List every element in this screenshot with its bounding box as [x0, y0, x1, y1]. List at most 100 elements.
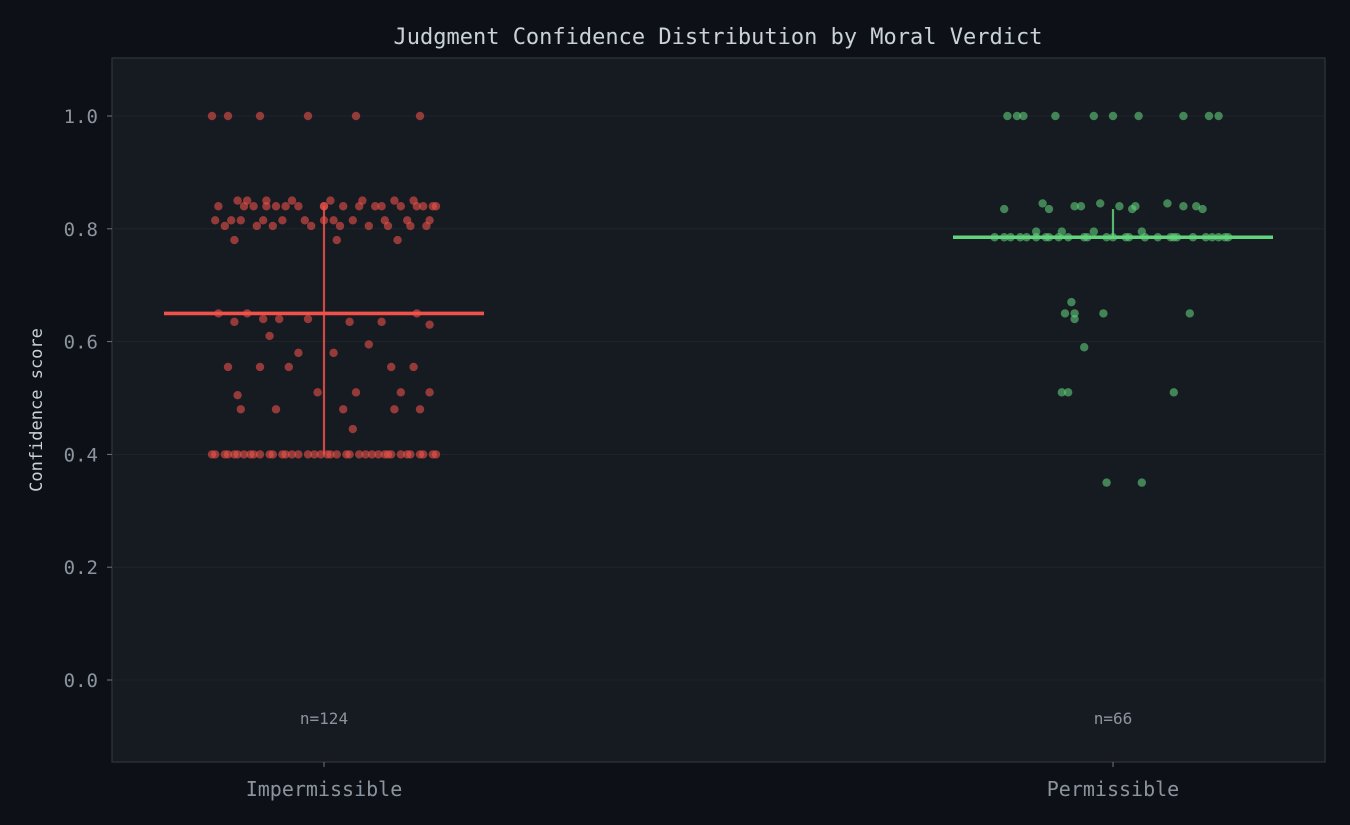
- data-point: [1131, 202, 1140, 211]
- data-point: [236, 405, 245, 414]
- data-point: [409, 362, 418, 372]
- data-point: [259, 314, 268, 324]
- data-point: [332, 450, 341, 459]
- data-point: [1185, 309, 1195, 318]
- x-tick-label: Permissible: [1047, 777, 1179, 801]
- y-tick-label: 1.0: [64, 106, 98, 128]
- y-tick-label: 0.2: [64, 557, 98, 579]
- data-point: [211, 450, 220, 459]
- data-point: [255, 450, 265, 459]
- data-point: [367, 450, 377, 459]
- data-point: [371, 202, 380, 211]
- data-point: [339, 405, 348, 414]
- data-point: [415, 111, 425, 121]
- data-point: [207, 111, 217, 121]
- data-point: [339, 202, 348, 211]
- data-points: [207, 111, 1233, 487]
- data-point: [396, 388, 405, 397]
- data-point: [313, 388, 322, 397]
- data-point: [348, 424, 357, 434]
- data-point: [294, 450, 303, 459]
- data-point: [233, 196, 242, 205]
- data-point: [326, 450, 335, 459]
- data-point: [355, 202, 364, 211]
- data-point: [396, 450, 405, 459]
- data-point: [271, 202, 281, 211]
- data-point: [419, 202, 428, 211]
- data-point: [361, 450, 370, 459]
- data-point: [351, 111, 361, 121]
- data-point: [329, 348, 338, 358]
- data-point: [268, 450, 277, 459]
- data-point: [1134, 111, 1143, 121]
- plot-area: [111, 57, 1326, 763]
- data-point: [211, 216, 220, 225]
- data-point: [227, 216, 236, 225]
- data-point: [1179, 111, 1188, 121]
- data-point: [1137, 227, 1147, 236]
- data-point: [1044, 204, 1054, 214]
- data-point: [1067, 297, 1076, 307]
- data-point: [300, 216, 309, 225]
- data-point: [393, 235, 402, 245]
- data-point: [1198, 204, 1207, 214]
- data-point: [412, 202, 421, 211]
- data-point: [1032, 227, 1041, 236]
- data-point: [348, 216, 357, 225]
- data-point: [281, 450, 290, 459]
- group-count-label: n=124: [300, 709, 348, 728]
- data-point: [246, 450, 255, 459]
- data-point: [275, 314, 284, 324]
- data-point: [1108, 111, 1118, 121]
- data-point: [1076, 202, 1086, 211]
- data-point: [345, 450, 354, 459]
- data-point: [310, 450, 319, 459]
- data-point: [403, 450, 412, 459]
- data-point: [390, 405, 399, 414]
- data-point: [294, 348, 303, 358]
- data-point: [281, 202, 290, 211]
- data-point: [351, 388, 361, 397]
- data-point: [307, 221, 316, 231]
- data-point: [1070, 314, 1079, 324]
- data-point: [355, 450, 364, 459]
- data-point: [345, 317, 354, 327]
- data-point: [1080, 343, 1089, 352]
- data-point: [329, 216, 338, 225]
- data-point: [364, 221, 373, 231]
- data-point: [259, 216, 268, 225]
- data-point: [1214, 111, 1223, 121]
- data-point: [1089, 227, 1099, 236]
- data-point: [252, 221, 261, 231]
- data-point: [1102, 478, 1111, 487]
- data-point: [303, 111, 313, 121]
- data-point: [1000, 204, 1009, 214]
- data-point: [1012, 111, 1022, 121]
- data-point: [396, 202, 405, 211]
- data-point: [262, 202, 271, 211]
- data-point: [268, 221, 277, 231]
- data-point: [1064, 388, 1073, 397]
- data-point: [265, 331, 274, 341]
- data-point: [1169, 388, 1179, 397]
- data-point: [1070, 202, 1079, 211]
- data-point: [220, 221, 229, 231]
- data-point: [1057, 227, 1067, 236]
- data-point: [335, 221, 345, 231]
- y-axis-label: Confidence score: [27, 328, 47, 492]
- data-point: [425, 320, 434, 329]
- data-point: [383, 221, 393, 231]
- y-tick-label: 0.0: [64, 670, 98, 692]
- data-point: [223, 111, 233, 121]
- data-point: [387, 362, 396, 372]
- group-labels: n=124 Impermissible n=66 Permissible: [246, 709, 1180, 801]
- data-point: [1204, 111, 1214, 121]
- data-point: [431, 450, 441, 459]
- data-point: [287, 450, 297, 459]
- data-point: [239, 450, 249, 459]
- data-point: [377, 202, 386, 211]
- data-point: [364, 340, 373, 349]
- data-point: [233, 450, 242, 459]
- data-point: [380, 450, 389, 459]
